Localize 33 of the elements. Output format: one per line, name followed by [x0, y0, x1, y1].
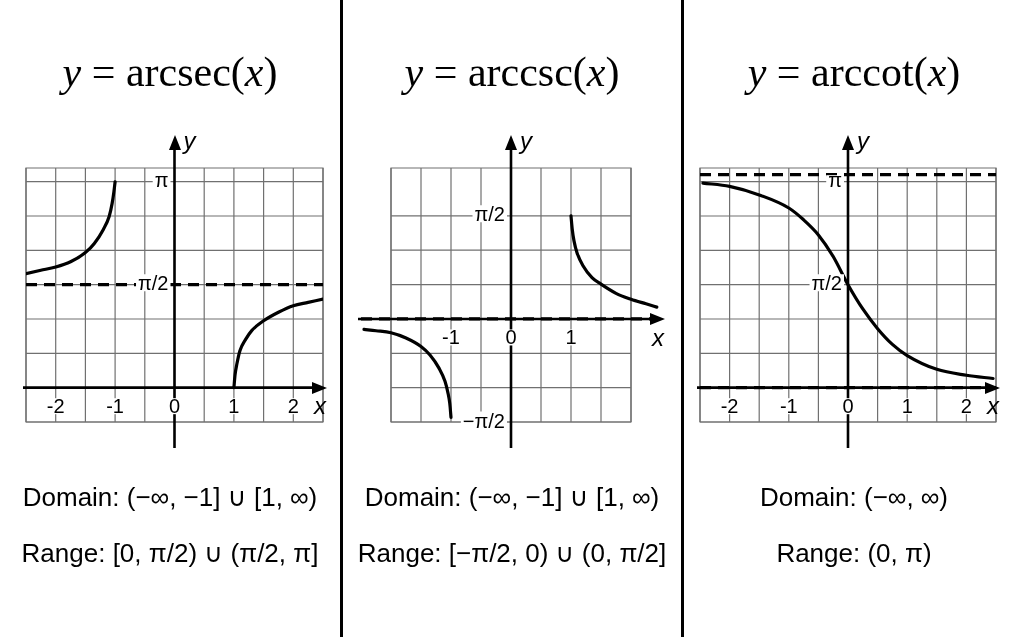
line-series: [569, 214, 659, 309]
x-tick-label: 1: [565, 326, 577, 349]
x-tick-label: -2: [46, 395, 65, 418]
y-tick-label: π: [154, 169, 169, 192]
x-tick-label: 0: [505, 326, 517, 349]
x-tick-label: 0: [168, 395, 181, 418]
y-tick-label: π: [828, 169, 842, 192]
text: Range: [−π/2, 0) ∪ (0, π/2]: [356, 537, 668, 570]
x-axis-title: x: [986, 392, 1000, 420]
x-axis-title: x: [651, 323, 665, 351]
x-tick-label: 1: [228, 395, 240, 418]
text: Range: (0, π): [775, 537, 933, 570]
x-tick-label: 2: [287, 395, 299, 418]
text: Domain: (−∞, −1] ∪ [1, ∞): [363, 481, 661, 514]
y-axis-title: y: [855, 126, 871, 154]
y-tick-label: π/2: [811, 272, 842, 295]
x-tick-label: 2: [960, 395, 972, 418]
line-series: [26, 180, 117, 276]
text: Range: [0, π/2) ∪ (π/2, π]: [20, 537, 320, 570]
text: Domain: (−∞, −1] ∪ [1, ∞): [21, 481, 319, 514]
y-tick-label: −π/2: [462, 409, 505, 432]
y-tick-label: π/2: [474, 203, 505, 226]
y-axis-title: y: [518, 126, 534, 154]
y-axis-title: y: [181, 126, 198, 154]
text: Domain: (−∞, ∞): [758, 481, 950, 514]
x-tick-label: -1: [779, 395, 798, 418]
y-tick-label: π/2: [138, 272, 169, 295]
x-tick-label: -1: [442, 326, 460, 349]
x-tick-label: 0: [842, 395, 854, 418]
x-tick-label: -1: [106, 395, 124, 418]
x-tick-label: 1: [901, 395, 913, 418]
x-tick-label: -2: [720, 395, 739, 418]
x-axis-title: x: [313, 392, 327, 420]
